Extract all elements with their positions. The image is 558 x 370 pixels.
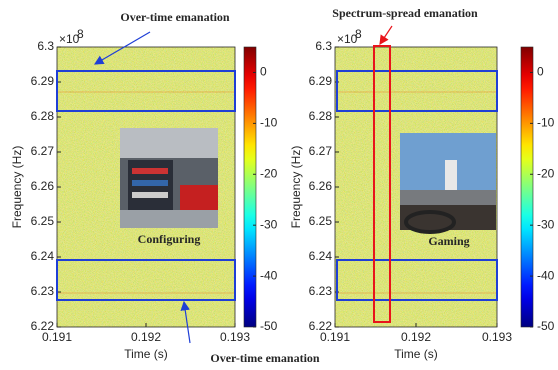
y-tick-label: 6.24 [31,249,55,263]
inset-caption: Gaming [428,234,469,248]
colorbar-tick-label: 0 [537,65,544,79]
x-tick-label: 0.191 [320,330,350,344]
x-tick-label: 0.192 [401,330,431,344]
y-tick-label: 6.27 [309,144,333,158]
annotation: Over-time emanation [120,10,230,24]
colorbar [521,47,533,327]
colorbar-tick-label: -30 [260,217,278,231]
y-tick-label: 6.29 [309,74,333,88]
arrow [380,26,392,44]
colorbar [244,47,256,327]
colorbar-tick-label: -10 [260,116,278,130]
y-scale-exponent: 8 [77,27,84,41]
y-tick-label: 6.25 [309,214,333,228]
colorbar-tick-label: -50 [537,319,555,333]
y-tick-label: 6.23 [309,284,333,298]
y-tick-label: 6.28 [31,109,55,123]
colorbar-tick-label: -50 [260,319,278,333]
annotation: Spectrum-spread emanation [332,6,478,20]
colorbar-tick-label: -20 [260,166,278,180]
x-tick-label: 0.193 [482,330,512,344]
x-tick-label: 0.192 [131,330,161,344]
inset-configuring [120,128,218,228]
y-tick-label: 6.26 [309,179,333,193]
colorbar-tick-label: 0 [260,65,267,79]
inset-gaming [400,133,496,232]
y-tick-label: 6.28 [309,109,333,123]
inset-caption: Configuring [138,232,201,246]
y-axis-label: Frequency (Hz) [10,146,24,229]
annotation: Over-time emanation [210,351,320,365]
y-axis-label: Frequency (Hz) [289,146,303,229]
y-tick-label: 6.3 [315,39,332,53]
colorbar-tick-label: -20 [537,166,555,180]
y-tick-label: 6.25 [31,214,55,228]
y-tick-label: 6.23 [31,284,55,298]
y-tick-label: 6.3 [37,39,54,53]
y-tick-label: 6.24 [309,249,333,263]
colorbar-tick-label: -40 [260,268,278,282]
colorbar-tick-label: -40 [537,268,555,282]
x-axis-label: Time (s) [124,347,168,361]
colorbar-tick-label: -30 [537,217,555,231]
y-tick-label: 6.27 [31,144,55,158]
y-scale-exponent: 8 [355,27,362,41]
x-axis-label: Time (s) [394,347,438,361]
colorbar-tick-label: -10 [537,116,555,130]
x-tick-label: 0.191 [42,330,72,344]
y-tick-label: 6.26 [31,179,55,193]
figure: 6.226.236.246.256.266.276.286.296.30.191… [0,0,558,370]
x-tick-label: 0.193 [220,330,250,344]
y-tick-label: 6.29 [31,74,55,88]
